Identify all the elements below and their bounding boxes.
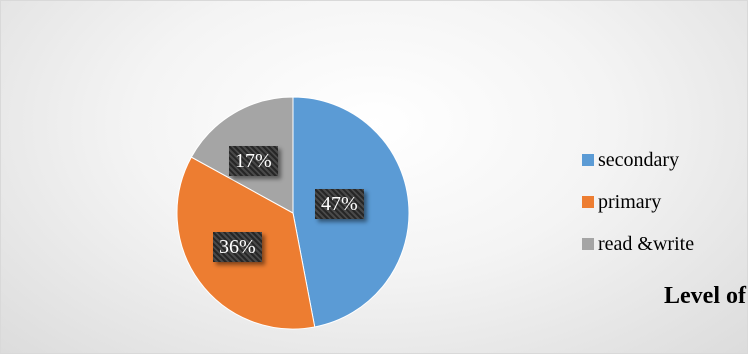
legend-swatch-secondary [582,154,594,166]
legend-swatch-read-write [582,238,594,250]
data-label-secondary: 47% [315,189,364,219]
legend-label-read-write: read &write [598,232,695,255]
legend: secondary primary read &write [582,149,694,275]
chart-title: Level of Education [664,283,747,309]
data-label-primary: 36% [213,232,262,262]
legend-label-primary: primary [598,190,662,213]
legend-swatch-primary [582,196,594,208]
legend-label-secondary: secondary [598,148,680,171]
legend-item-read-write: read &write [582,233,694,255]
data-label-read-write: 17% [229,146,278,176]
legend-item-primary: primary [582,191,694,213]
legend-item-secondary: secondary [582,149,694,171]
